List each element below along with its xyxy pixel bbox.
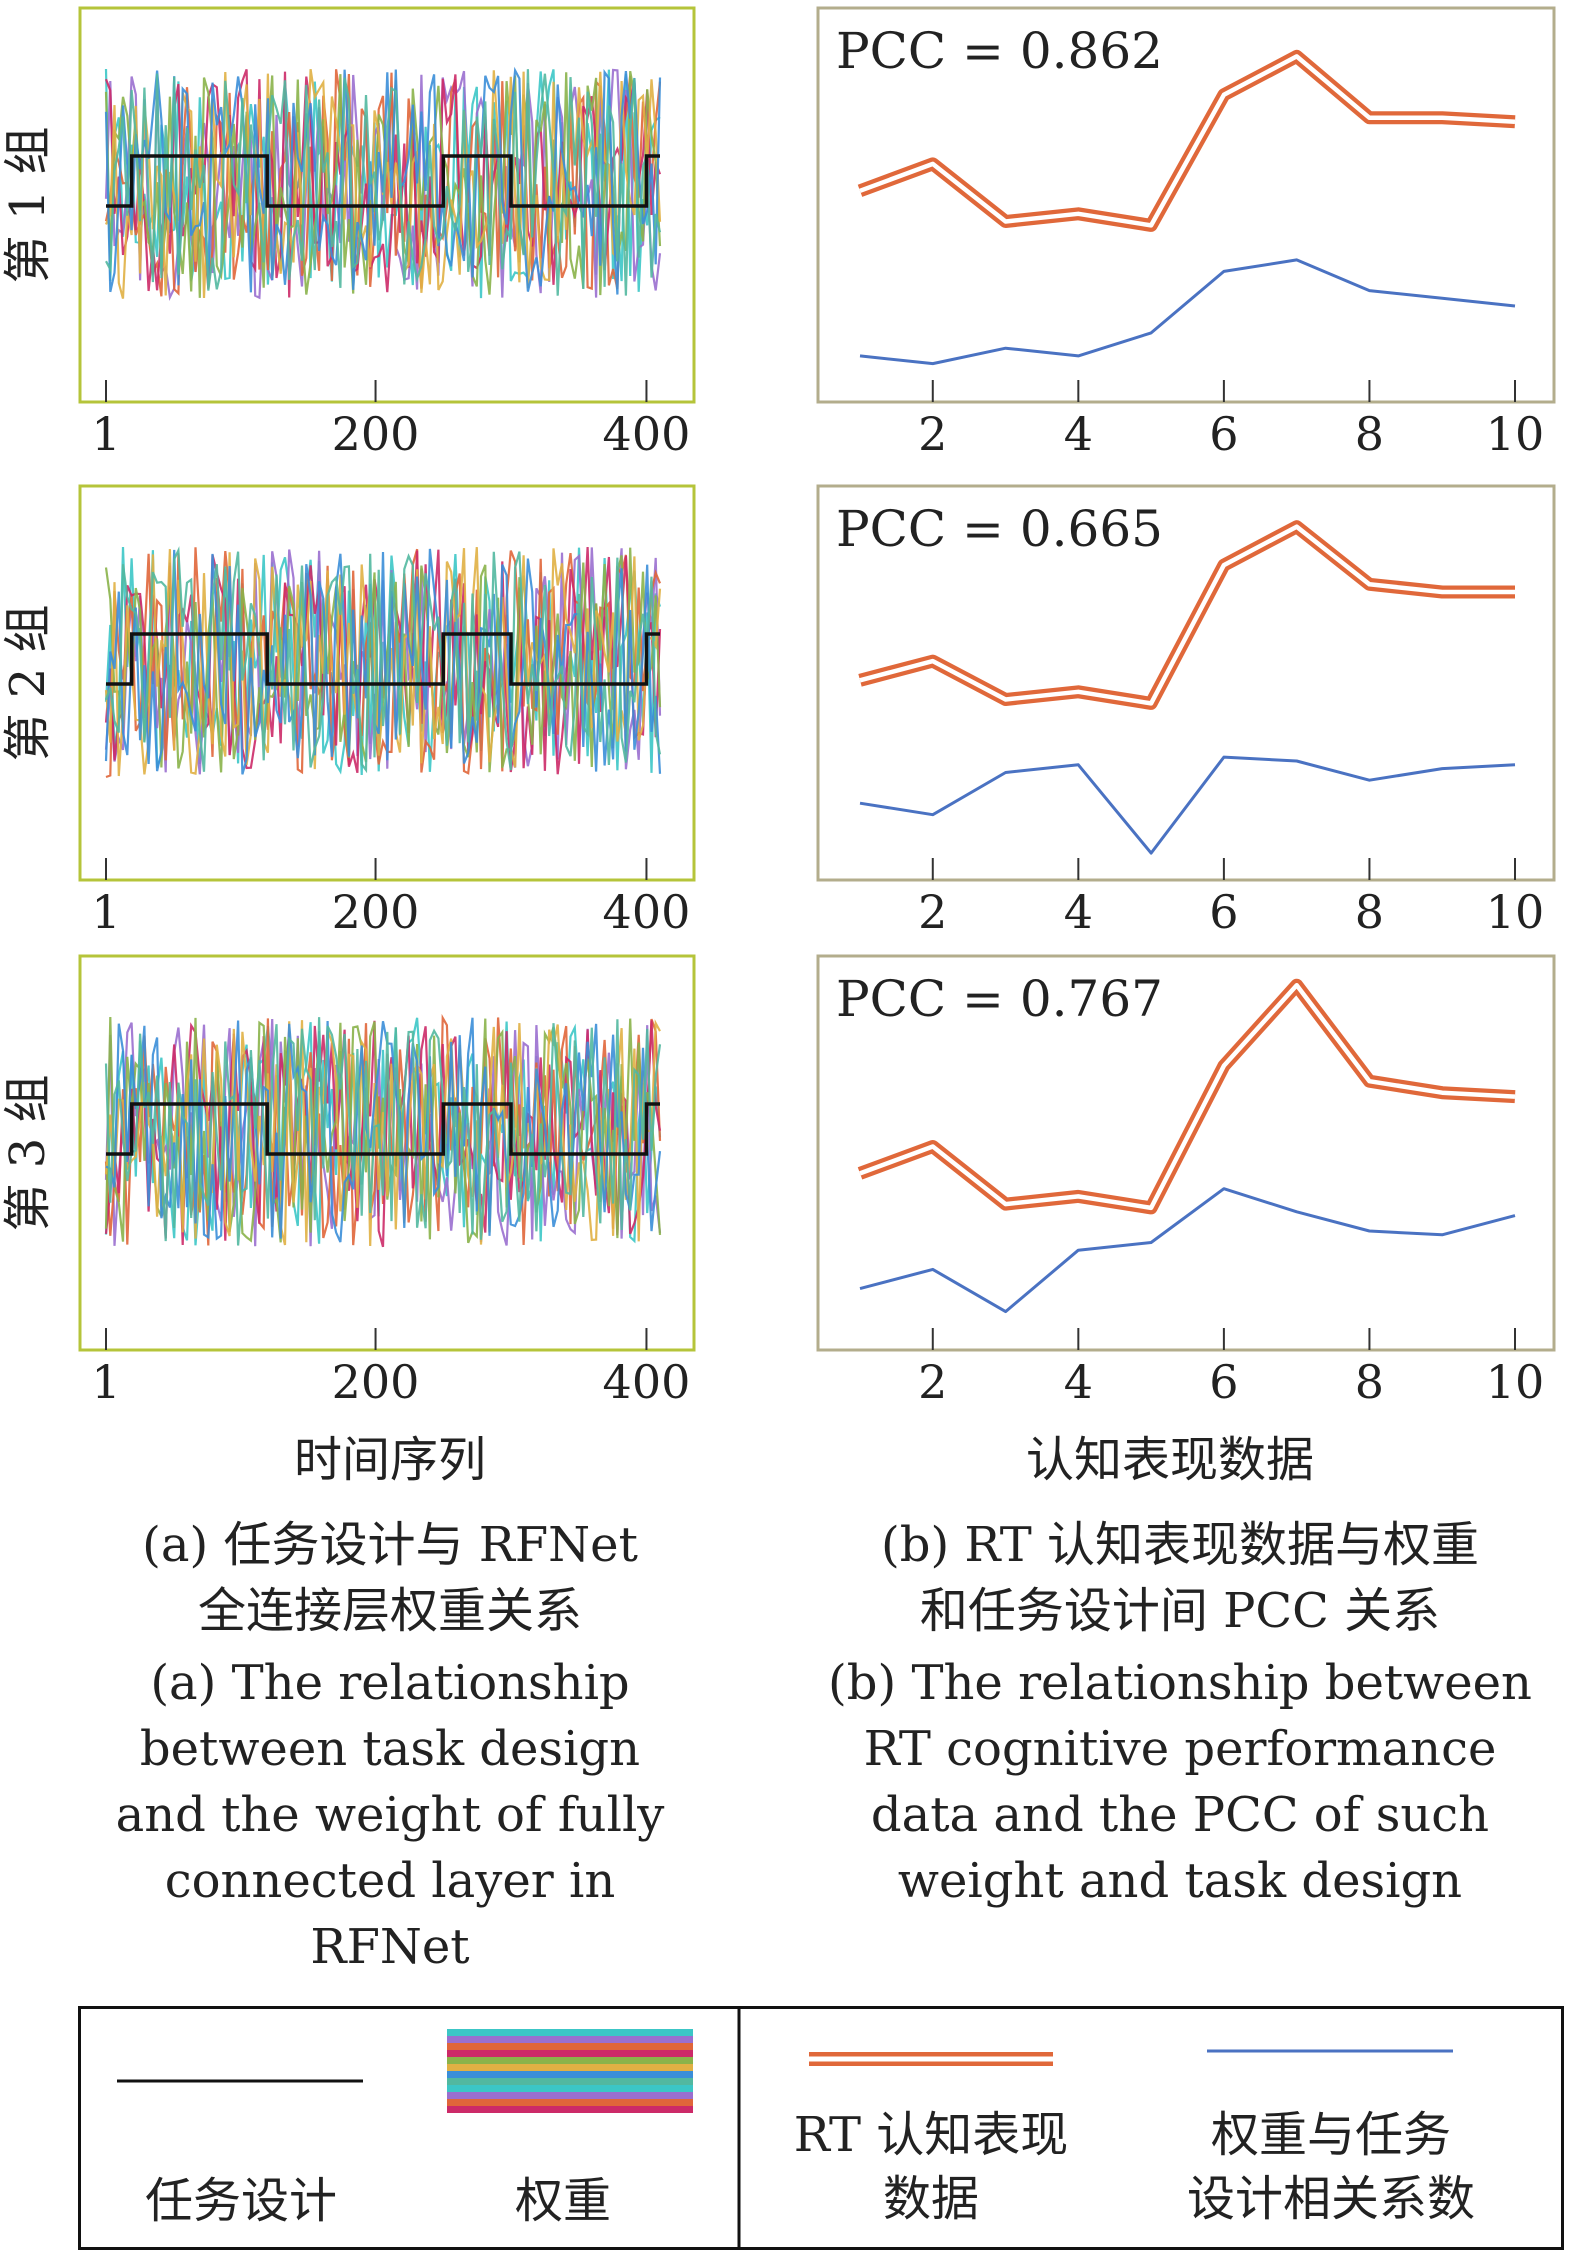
x-tick-label: 6 [1209,1355,1238,1409]
task-design-line [106,632,660,686]
task-design-line [106,154,660,208]
weights-swatch-band [447,2106,693,2113]
x-tick-label: 8 [1355,885,1384,939]
x-tick-label: 200 [332,1355,420,1409]
right-x-axis-title: 认知表现数据 [1025,1432,1314,1488]
x-tick-label: 8 [1355,407,1384,461]
caption-a-en-line: RFNet [310,1919,470,1975]
x-tick-label: 400 [603,885,691,939]
weight-trace [105,547,662,779]
x-tick-label: 400 [603,407,691,461]
row-label: 第 1 组 [0,126,56,283]
correlation-line [859,1187,1516,1314]
legend-weights-label: 权重 [514,2173,611,2229]
legend-correlation-label-line: 权重与任务 [1210,2107,1451,2163]
legend: 任务设计 权重 RT 认知表现 数据 权重与任务 设计相关系数 [78,2006,1564,2250]
right-panel-frame [816,484,1556,882]
rt-performance-line-inner [859,54,1516,228]
weight-trace [104,548,662,775]
correlation-line [859,258,1516,366]
x-tick-label: 4 [1064,407,1093,461]
caption-b-en: (b) The relationship between RT cognitiv… [800,1650,1560,1914]
x-tick-label: 4 [1064,1355,1093,1409]
weights-swatch-band [447,2085,693,2092]
weights-swatch-band [447,2078,693,2085]
x-tick-label: 4 [1064,885,1093,939]
caption-b-en-line: weight and task design [897,1853,1463,1909]
weights-swatch-band [447,2057,693,2064]
x-tick-label: 10 [1486,1355,1545,1409]
pcc-annotation: PCC = 0.862 [836,22,1163,80]
x-tick-label: 10 [1486,885,1545,939]
weights-swatch-band [447,2029,693,2036]
weights-swatch-band [447,2043,693,2050]
caption-b-en-line: RT cognitive performance [863,1721,1497,1777]
rt-performance-line-inner [859,524,1515,706]
legend-rt-label-line: RT 认知表现 [793,2107,1069,2163]
rt-performance-line [857,49,1516,232]
legend-rt-label-line: 数据 [882,2171,979,2227]
right-panel-frame [816,954,1556,1352]
x-tick-label: 2 [918,1355,947,1409]
weight-trace [104,1020,662,1248]
left-x-axis-title: 时间序列 [293,1432,486,1488]
row-label: 第 2 组 [0,604,56,761]
caption-a-en-line: connected layer in [164,1853,616,1909]
x-tick-label: 2 [918,407,947,461]
caption-b-cn-line: (b) RT 认知表现数据与权重 [880,1517,1479,1573]
weights-swatch-band [447,2099,693,2106]
caption-b-cn: (b) RT 认知表现数据与权重 和任务设计间 PCC 关系 [800,1512,1560,1644]
x-tick-label: 6 [1209,407,1238,461]
weights-swatch-band [447,2092,693,2099]
caption-a-cn-line: (a) 任务设计与 RFNet [142,1517,638,1573]
x-tick-label: 1 [91,1355,120,1409]
legend-swatches [117,2009,1453,2247]
legend-correlation-label: 权重与任务 设计相关系数 [1161,2103,1501,2231]
x-tick-label: 2 [918,885,947,939]
x-tick-label: 1 [91,407,120,461]
weights-swatch-band [447,2064,693,2071]
caption-b-en-line: data and the PCC of such [870,1787,1490,1843]
caption-b-cn-line: 和任务设计间 PCC 关系 [919,1583,1441,1639]
pcc-annotation: PCC = 0.767 [836,970,1163,1028]
caption-a-en-line: and the weight of fully [115,1787,665,1843]
x-tick-label: 8 [1355,1355,1384,1409]
weight-trace [105,69,662,296]
left-panel-frame [78,954,696,1352]
right-panel-frame [816,6,1556,404]
caption-a-en-line: between task design [139,1721,641,1777]
correlation-line [859,755,1516,855]
rt-performance-line-inner [859,982,1516,1211]
caption-a-en: (a) The relationship between task design… [80,1650,700,1980]
weight-trace [104,546,662,774]
weights-swatch-band [447,2071,693,2078]
weights-swatch-band [447,2050,693,2057]
legend-correlation-label-line: 设计相关系数 [1186,2171,1475,2227]
legend-weights-swatch [447,2029,693,2113]
pcc-annotation: PCC = 0.665 [836,500,1163,558]
x-tick-label: 6 [1209,885,1238,939]
x-tick-label: 200 [332,885,420,939]
x-tick-label: 400 [603,1355,691,1409]
weight-trace [104,1017,662,1246]
caption-b-en-line: (b) The relationship between [828,1655,1532,1711]
task-design-line [106,1102,660,1156]
left-panel-frame [78,484,696,882]
caption-a-en-line: (a) The relationship [150,1655,630,1711]
x-tick-label: 1 [91,885,120,939]
weights-swatch-band [447,2036,693,2043]
x-tick-label: 10 [1486,407,1545,461]
legend-rt-label: RT 认知表现 数据 [771,2103,1091,2231]
legend-task-design-label: 任务设计 [144,2173,337,2229]
caption-a-cn-line: 全连接层权重关系 [197,1583,582,1639]
x-tick-label: 200 [332,407,420,461]
row-label: 第 3 组 [0,1074,56,1231]
caption-a-cn: (a) 任务设计与 RFNet 全连接层权重关系 [80,1512,700,1644]
left-panel-frame [78,6,696,404]
